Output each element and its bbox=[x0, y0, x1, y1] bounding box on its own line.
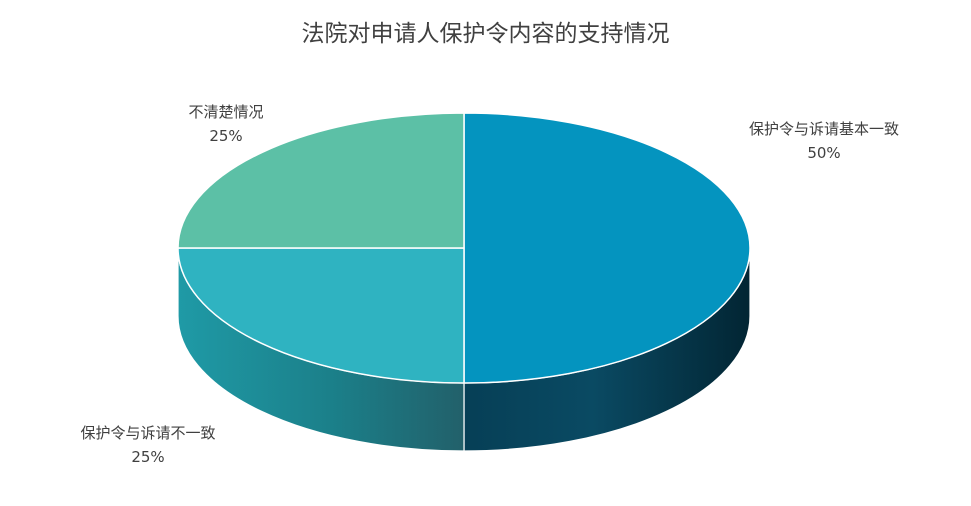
data-label-percent-2: 25% bbox=[209, 127, 242, 145]
pie-slice-1 bbox=[177, 247, 465, 384]
data-label-percent-0: 50% bbox=[807, 144, 840, 162]
pie-slice-2 bbox=[177, 112, 465, 249]
data-label-name-0: 保护令与诉请基本一致 bbox=[749, 120, 899, 138]
chart-title: 法院对申请人保护令内容的支持情况 bbox=[301, 21, 670, 47]
data-label-name-1: 保护令与诉请不一致 bbox=[80, 424, 215, 442]
data-label-percent-1: 25% bbox=[131, 448, 164, 466]
data-label-name-2: 不清楚情况 bbox=[188, 103, 263, 121]
pie-slice-0 bbox=[463, 112, 751, 384]
